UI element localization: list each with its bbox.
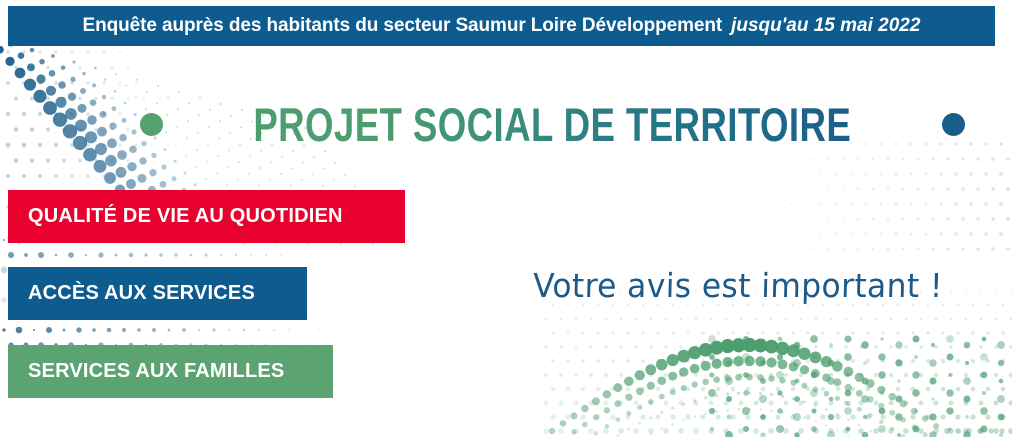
slogan-text: Votre avis est important ! <box>532 266 944 305</box>
bullet-dot-right-icon <box>941 112 965 136</box>
title-row: PROJET SOCIAL DE TERRITOIRE <box>140 96 965 152</box>
bullet-dot-left-icon <box>140 112 163 136</box>
banner-title: Enquête auprès des habitants du secteur … <box>82 15 723 36</box>
survey-banner: Enquête auprès des habitants du secteur … <box>8 6 995 46</box>
page-title: PROJET SOCIAL DE TERRITOIRE <box>249 97 856 152</box>
decorative-dots-bottom-right <box>543 289 1012 437</box>
theme-button-label: QUALITÉ DE VIE AU QUOTIDIEN <box>28 205 343 227</box>
theme-button-services-aux-familles[interactable]: SERVICES AUX FAMILLES <box>8 345 333 398</box>
theme-button-label: SERVICES AUX FAMILLES <box>28 360 285 382</box>
theme-button-qualite-de-vie[interactable]: QUALITÉ DE VIE AU QUOTIDIEN <box>8 190 405 243</box>
banner-deadline: jusqu'au 15 mai 2022 <box>731 15 921 36</box>
theme-button-label: ACCÈS AUX SERVICES <box>28 282 255 304</box>
decorative-dots-top-right <box>766 142 1010 251</box>
theme-button-acces-aux-services[interactable]: ACCÈS AUX SERVICES <box>8 267 307 320</box>
